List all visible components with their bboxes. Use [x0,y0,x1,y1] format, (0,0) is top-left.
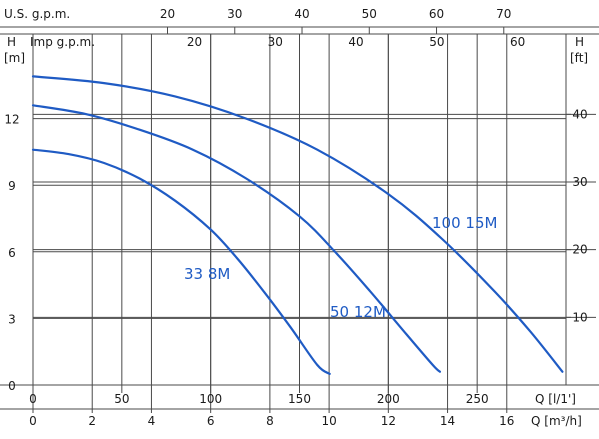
curves: 33 8M 50 12M 100 15M [31,75,564,375]
tick-label-q-lmin: 250 [466,392,489,406]
grid [0,26,599,413]
tick-label-h-ft: 10 [572,310,587,324]
h-right-title: H [575,35,584,49]
tick-label-us-gpm: 50 [362,7,377,21]
curve-label: 100 15M [432,214,497,232]
tick-label-q-lmin: 150 [288,392,311,406]
curve-33-8M [31,148,331,375]
tick-label-q-m3h: 4 [148,414,156,428]
axis-labels: U.S. g.p.m. Imp g.p.m. H [m] H [ft] Q [l… [4,7,588,428]
tick-label-h-m: 9 [8,179,16,193]
curve-label: 50 12M [330,303,386,321]
tick-label-q-m3h: 16 [499,414,514,428]
tick-label-us-gpm: 20 [160,7,175,21]
tick-label-q-lmin: 200 [377,392,400,406]
tick-label-h-ft: 40 [572,107,587,121]
tick-label-us-gpm: 30 [227,7,242,21]
tick-label-imp-gpm: 50 [429,35,444,49]
tick-label-q-m3h: 14 [440,414,455,428]
tick-label-h-m: 6 [8,246,16,260]
q-lmin-axis-label: Q [l/1'] [535,392,576,406]
h-left-title: H [7,35,16,49]
tick-label-us-gpm: 60 [429,7,444,21]
tick-label-q-lmin: 100 [199,392,222,406]
tick-label-q-m3h: 6 [207,414,215,428]
tick-label-h-m: 12 [4,113,19,127]
tick-label-imp-gpm: 60 [510,35,525,49]
us-gpm-axis-label: U.S. g.p.m. [4,7,70,21]
q-m3h-axis-label: Q [m³/h] [531,414,582,428]
tick-label-imp-gpm: 40 [348,35,363,49]
tick-label-q-m3h: 10 [321,414,336,428]
tick-label-q-m3h: 8 [266,414,274,428]
imp-gpm-axis-label: Imp g.p.m. [30,35,95,49]
tick-label-us-gpm: 70 [496,7,511,21]
tick-label-h-m: 0 [8,379,16,393]
h-right-unit: [ft] [570,51,588,65]
tick-label-q-lmin: 50 [114,392,129,406]
h-left-unit: [m] [4,51,25,65]
tick-label-h-ft: 30 [572,175,587,189]
tick-label-q-lmin: 0 [29,392,37,406]
tick-label-q-m3h: 2 [88,414,96,428]
tick-label-q-m3h: 0 [29,414,37,428]
tick-label-imp-gpm: 20 [187,35,202,49]
tick-label-h-ft: 20 [572,243,587,257]
curve-100-15M [31,75,564,373]
tick-label-imp-gpm: 30 [268,35,283,49]
curve-50-12M [31,104,441,373]
tick-label-h-m: 3 [8,312,16,326]
tick-label-us-gpm: 40 [294,7,309,21]
tick-label-q-m3h: 12 [381,414,396,428]
curve-label: 33 8M [184,265,230,283]
